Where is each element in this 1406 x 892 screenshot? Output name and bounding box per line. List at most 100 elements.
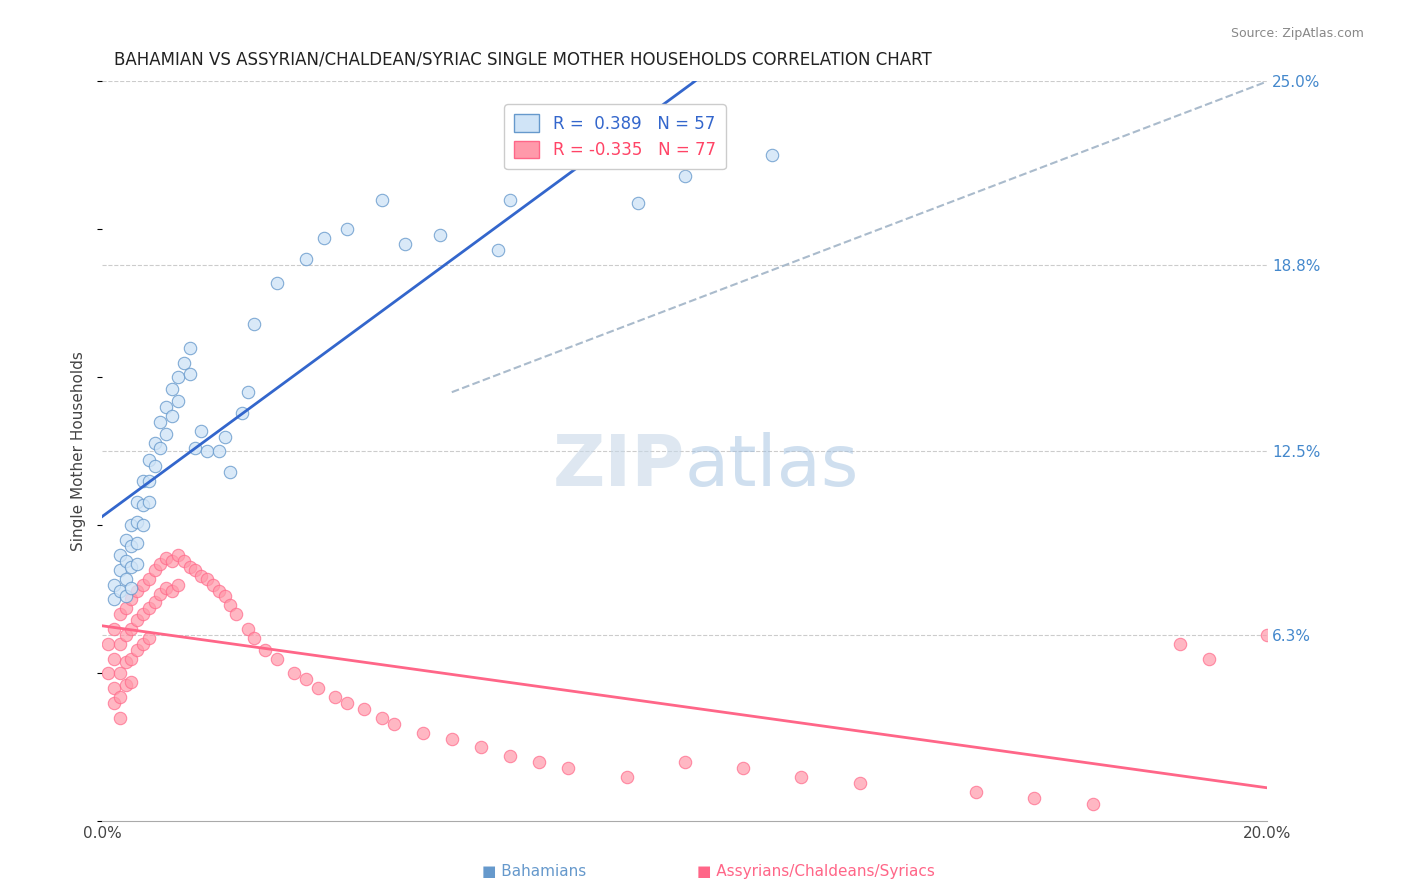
Point bbox=[155, 551, 177, 566]
Point bbox=[132, 607, 155, 622]
Point bbox=[557, 761, 579, 775]
Point bbox=[138, 474, 160, 488]
Point bbox=[1024, 790, 1046, 805]
Point bbox=[167, 394, 190, 409]
Point bbox=[143, 459, 166, 474]
Text: ■ Assyrians/Chaldeans/Syriacs: ■ Assyrians/Chaldeans/Syriacs bbox=[696, 863, 935, 879]
Point bbox=[184, 442, 207, 456]
Point bbox=[179, 341, 201, 355]
Point bbox=[108, 583, 131, 598]
Text: atlas: atlas bbox=[685, 432, 859, 500]
Point bbox=[120, 581, 142, 595]
Point bbox=[173, 554, 195, 568]
Point bbox=[120, 622, 142, 636]
Point bbox=[219, 465, 242, 479]
Point bbox=[127, 516, 149, 530]
Point bbox=[295, 252, 318, 266]
Point bbox=[336, 696, 359, 710]
Point bbox=[848, 776, 870, 790]
Point bbox=[242, 317, 264, 331]
Point bbox=[336, 222, 359, 236]
Point bbox=[184, 563, 207, 577]
Point bbox=[155, 581, 177, 595]
Point bbox=[965, 785, 987, 799]
Point bbox=[486, 243, 509, 257]
Point bbox=[208, 444, 231, 458]
Point bbox=[108, 711, 131, 725]
Point bbox=[127, 557, 149, 571]
Point bbox=[160, 382, 183, 396]
Point bbox=[143, 595, 166, 609]
Point bbox=[394, 237, 416, 252]
Point bbox=[167, 548, 190, 562]
Point bbox=[616, 770, 638, 784]
Text: ZIP: ZIP bbox=[553, 432, 685, 500]
Point bbox=[97, 637, 120, 651]
Point bbox=[214, 590, 236, 604]
Point bbox=[132, 637, 155, 651]
Point bbox=[231, 406, 253, 420]
Point bbox=[114, 655, 136, 669]
Point bbox=[114, 533, 136, 548]
Point bbox=[499, 193, 522, 207]
Point bbox=[127, 613, 149, 627]
Point bbox=[120, 592, 142, 607]
Point bbox=[190, 568, 212, 582]
Text: ■ Bahamians: ■ Bahamians bbox=[482, 863, 586, 879]
Point bbox=[114, 601, 136, 615]
Point bbox=[132, 474, 155, 488]
Point bbox=[138, 453, 160, 467]
Point bbox=[120, 539, 142, 553]
Point bbox=[1081, 797, 1104, 811]
Point bbox=[108, 666, 131, 681]
Point bbox=[127, 583, 149, 598]
Point bbox=[236, 622, 259, 636]
Point bbox=[179, 559, 201, 574]
Point bbox=[120, 518, 142, 533]
Point bbox=[155, 400, 177, 414]
Point bbox=[283, 666, 305, 681]
Point bbox=[382, 716, 405, 731]
Point bbox=[149, 442, 172, 456]
Point bbox=[138, 494, 160, 508]
Point bbox=[108, 637, 131, 651]
Point bbox=[208, 583, 231, 598]
Point bbox=[108, 607, 131, 622]
Point bbox=[103, 696, 125, 710]
Point bbox=[312, 231, 335, 245]
Point bbox=[120, 559, 142, 574]
Point bbox=[149, 586, 172, 600]
Point bbox=[108, 690, 131, 705]
Point bbox=[353, 702, 375, 716]
Point bbox=[179, 368, 201, 382]
Point bbox=[214, 429, 236, 443]
Point bbox=[143, 563, 166, 577]
Point bbox=[733, 761, 755, 775]
Point bbox=[242, 631, 264, 645]
Point bbox=[138, 572, 160, 586]
Point bbox=[1198, 651, 1220, 665]
Point bbox=[114, 678, 136, 692]
Point bbox=[103, 681, 125, 696]
Point bbox=[127, 494, 149, 508]
Point bbox=[254, 642, 277, 657]
Point bbox=[167, 370, 190, 384]
Point bbox=[371, 711, 394, 725]
Point bbox=[160, 554, 183, 568]
Point bbox=[103, 592, 125, 607]
Point bbox=[219, 599, 242, 613]
Point bbox=[673, 169, 696, 183]
Point bbox=[761, 148, 783, 162]
Point bbox=[201, 577, 224, 591]
Point bbox=[127, 536, 149, 550]
Point bbox=[295, 673, 318, 687]
Point bbox=[114, 628, 136, 642]
Point bbox=[790, 770, 813, 784]
Point bbox=[236, 385, 259, 400]
Point bbox=[429, 228, 451, 243]
Point bbox=[120, 651, 142, 665]
Point bbox=[127, 642, 149, 657]
Point bbox=[138, 601, 160, 615]
Point bbox=[673, 756, 696, 770]
Point bbox=[499, 749, 522, 764]
